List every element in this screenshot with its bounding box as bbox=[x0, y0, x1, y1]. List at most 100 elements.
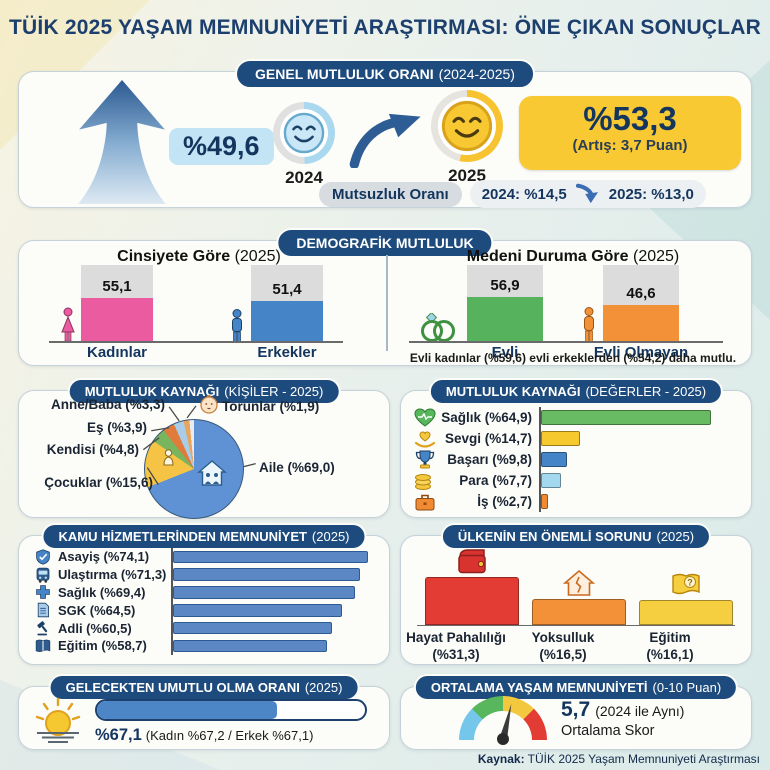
header-note: (2025) bbox=[656, 529, 695, 544]
section-header-hope: GELECEKTEN UMUTLU OLMA ORANI (2025) bbox=[48, 674, 360, 701]
female-icon bbox=[61, 307, 75, 342]
problem-label-1: Hayat Pahalılığı (%31,3) bbox=[401, 630, 511, 664]
happy-face-2025-icon bbox=[441, 100, 493, 152]
bar-row-ulastirma: Ulaştırma (%71,3) bbox=[33, 565, 375, 584]
happiness-increase-note: (Artış: 3,7 Puan) bbox=[572, 137, 688, 155]
bar-row-adli: Adli (%60,5) bbox=[33, 619, 375, 637]
bar-track bbox=[539, 428, 737, 449]
problem-value: (%16,1) bbox=[646, 646, 694, 662]
wedding-rings-icon bbox=[421, 313, 455, 342]
page-title: TÜİK 2025 YAŞAM MEMNUNİYETİ ARAŞTIRMASI:… bbox=[9, 16, 761, 39]
bar-row-egitim: Eğitim (%58,7) bbox=[33, 636, 375, 655]
value-erkekler: 51,4 bbox=[272, 280, 302, 298]
svg-text:?: ? bbox=[687, 578, 693, 588]
bar-saglik bbox=[541, 410, 712, 425]
section-header-values: MUTLULUK KAYNAĞI (DEĞERLER - 2025) bbox=[428, 378, 724, 405]
header-note: (KİŞİLER - 2025) bbox=[224, 384, 324, 399]
bar-evli-olmayan bbox=[603, 304, 679, 341]
hope-value: %67,1 bbox=[95, 726, 142, 744]
section-header-demographic: DEMOGRAFİK MUTLULUK bbox=[276, 228, 494, 258]
satisfaction-score-line: 5,7 (2024 ile Aynı) bbox=[561, 698, 684, 722]
education-question-icon: ? bbox=[672, 573, 700, 595]
header-text: GENEL MUTLULUK ORANI bbox=[255, 66, 434, 82]
happiness-2024-value: %49,6 bbox=[169, 128, 274, 165]
year-2025-label: 2025 bbox=[448, 166, 486, 185]
bar-kadinlar bbox=[81, 298, 153, 341]
axis-baseline bbox=[409, 341, 723, 343]
public-service-rows: Asayiş (%74,1) Ulaştırma (%71,3) Sağlık … bbox=[33, 548, 375, 655]
bus-icon bbox=[36, 567, 50, 583]
bar-track bbox=[171, 583, 375, 602]
unhappiness-values: 2024: %14,5 2025: %13,0 bbox=[469, 180, 706, 208]
bar-erkekler bbox=[251, 300, 323, 341]
pie-label-kendisi: Kendisi (%4,8) bbox=[46, 442, 139, 457]
bar-adli bbox=[173, 621, 332, 635]
hope-detail: (Kadın %67,2 / Erkek %67,1) bbox=[145, 728, 314, 743]
title-note: (2025) bbox=[234, 248, 281, 265]
bar-label: Sağlık (%64,9) bbox=[441, 410, 532, 425]
divider bbox=[386, 255, 388, 351]
gavel-icon bbox=[37, 621, 48, 636]
single-person-icon bbox=[584, 307, 594, 343]
problem-value: (%16,5) bbox=[539, 646, 587, 662]
trophy-icon bbox=[415, 450, 435, 468]
pie-label-anne-baba: Anne/Baba (%3,3) bbox=[50, 397, 165, 412]
title-note: (2025) bbox=[633, 248, 680, 265]
hope-progress-fill bbox=[97, 701, 277, 719]
section-happiness-source-people: MUTLULUK KAYNAĞI (KİŞİLER - 2025) bbox=[18, 378, 390, 519]
header-note: (0-10 Puan) bbox=[652, 680, 722, 695]
bar-row-asayis: Asayiş (%74,1) bbox=[33, 548, 375, 566]
hope-progress-track bbox=[95, 699, 367, 721]
source-text: TÜİK 2025 Yaşam Memnuniyeti Araştırması bbox=[524, 752, 760, 766]
people-pie-chart bbox=[144, 419, 244, 519]
family-home-icon bbox=[197, 460, 227, 486]
bar-group-erkekler: 51,4 bbox=[251, 265, 323, 341]
section-happiness-source-values: MUTLULUK KAYNAĞI (DEĞERLER - 2025) Sağlık… bbox=[400, 378, 752, 518]
bar-hayat-pahaliligi bbox=[425, 576, 519, 625]
value-evli: 56,9 bbox=[490, 276, 520, 294]
section-header-satisfaction: ORTALAMA YAŞAM MEMNUNİYETİ (0-10 Puan) bbox=[413, 674, 739, 701]
axis-baseline bbox=[49, 341, 343, 343]
bar-row-saglik: Sağlık (%69,4) bbox=[33, 583, 375, 602]
bar-label: Asayiş (%74,1) bbox=[58, 549, 150, 565]
hope-text: %67,1 (Kadın %67,2 / Erkek %67,1) bbox=[95, 726, 313, 745]
open-book-icon bbox=[35, 639, 51, 652]
decrease-arrow-icon bbox=[575, 183, 598, 204]
increase-curved-arrow-icon bbox=[349, 113, 421, 168]
header-text: ORTALAMA YAŞAM MEMNUNİYETİ bbox=[430, 680, 648, 695]
header-text: GELECEKTEN UMUTLU OLMA ORANI bbox=[65, 680, 300, 695]
bar-row-basari: Başarı (%9,8) bbox=[413, 449, 737, 470]
pie-label-torunlar: Torunlar (%1,9) bbox=[222, 399, 320, 414]
section-demographic: DEMOGRAFİK MUTLULUK Cinsiyete Göre (2025… bbox=[18, 228, 752, 366]
shield-icon bbox=[36, 549, 50, 565]
sunrise-icon bbox=[35, 697, 81, 743]
donut-2025 bbox=[431, 90, 503, 162]
header-text: ÜLKENİN EN ÖNEMLİ SORUNU bbox=[457, 529, 652, 544]
header-text: MUTLULUK KAYNAĞI bbox=[445, 384, 581, 399]
marital-note: Evli kadınlar (%59,6) evli erkeklerden (… bbox=[409, 351, 737, 365]
source-note: Kaynak: TÜİK 2025 Yaşam Memnuniyeti Araş… bbox=[478, 752, 760, 766]
unhappiness-label: Mutsuzluk Oranı bbox=[319, 181, 462, 207]
bar-track bbox=[171, 548, 375, 566]
section-hope: GELECEKTEN UMUTLU OLMA ORANI (2025) %67,1… bbox=[18, 674, 390, 750]
header-note: (2025) bbox=[311, 529, 350, 544]
bar-is bbox=[541, 494, 549, 509]
value-kadinlar: 55,1 bbox=[102, 278, 132, 296]
title-text: Cinsiyete Göre bbox=[117, 248, 231, 265]
bar-group-evli: 56,9 bbox=[467, 265, 543, 341]
satisfaction-score-label: Ortalama Skor bbox=[561, 723, 655, 739]
medical-cross-icon bbox=[36, 585, 50, 600]
bar-track bbox=[539, 470, 737, 491]
section-life-satisfaction: ORTALAMA YAŞAM MEMNUNİYETİ (0-10 Puan) 5,… bbox=[400, 674, 752, 750]
briefcase-icon bbox=[415, 494, 435, 510]
bar-track bbox=[171, 619, 375, 637]
bar-saglik bbox=[173, 586, 356, 599]
gauge-hub bbox=[497, 733, 509, 745]
bar-egitim bbox=[173, 639, 328, 653]
donut-2024 bbox=[273, 102, 335, 164]
label-erkekler: Erkekler bbox=[257, 344, 317, 361]
bar-sevgi bbox=[541, 431, 580, 446]
unhappiness-2024: 2024: %14,5 bbox=[481, 185, 567, 203]
bar-yoksulluk bbox=[532, 599, 626, 625]
